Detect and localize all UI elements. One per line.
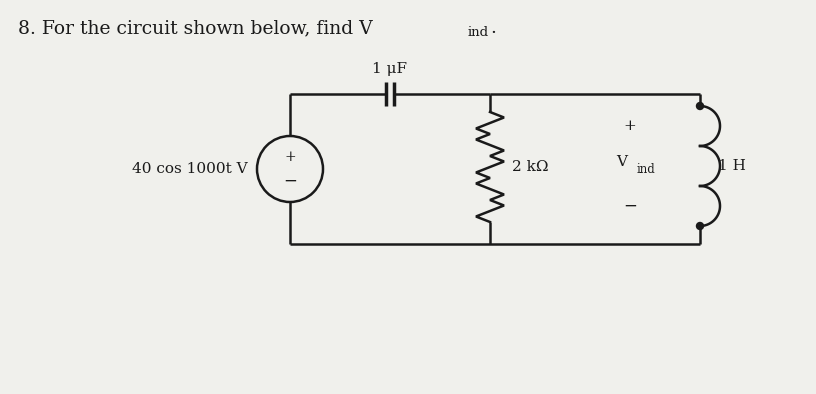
Text: 8. For the circuit shown below, find V: 8. For the circuit shown below, find V	[18, 19, 373, 37]
Text: 1 H: 1 H	[718, 159, 746, 173]
Text: 2 kΩ: 2 kΩ	[512, 160, 548, 174]
Text: .: .	[490, 19, 496, 37]
Circle shape	[697, 102, 703, 110]
Text: +: +	[284, 150, 296, 164]
Text: ind: ind	[637, 162, 656, 175]
Text: 40 cos 1000t V: 40 cos 1000t V	[132, 162, 248, 176]
Text: 1 μF: 1 μF	[372, 62, 407, 76]
Text: −: −	[283, 173, 297, 190]
Text: +: +	[623, 119, 636, 133]
Text: V: V	[617, 155, 628, 169]
Text: −: −	[623, 197, 637, 214]
Circle shape	[697, 223, 703, 229]
Text: ind: ind	[468, 26, 489, 39]
